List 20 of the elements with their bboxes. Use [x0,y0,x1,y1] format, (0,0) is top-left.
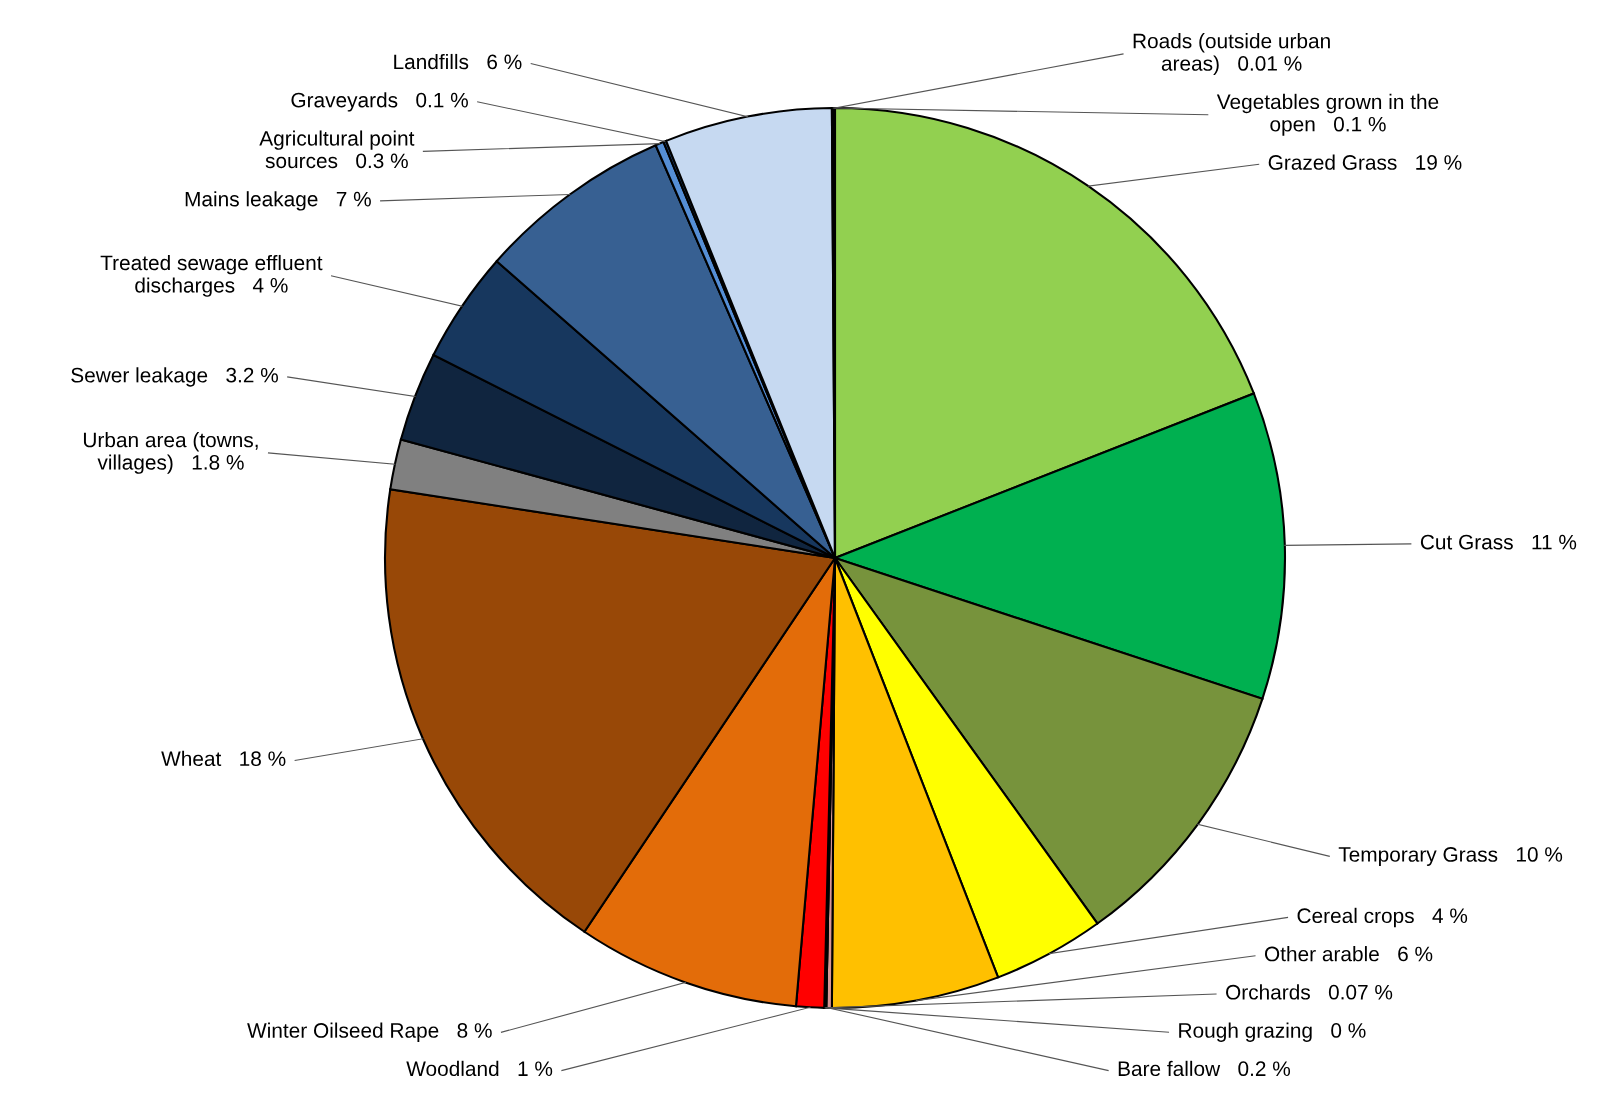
slice-label: Cut Grass 11 % [1420,534,1577,550]
slice-label: Agricultural point sources 0.3 % [259,130,415,169]
slice-label: Mains leakage 7 % [185,191,371,211]
slice-label: Temporary Grass 10 % [1338,847,1563,866]
slice-label: Landfills 6 % [394,53,522,70]
slice-label: Urban area (towns, villages) 1.8 % [83,432,258,474]
slice-label: Roads (outside urban areas) 0.01 % [1133,33,1330,75]
slice-label: Orchards 0.07 % [1226,984,1393,1000]
slice-label: Graveyards 0.1 % [291,92,468,112]
slice-label: Vegetables grown in the open 0.1 % [1216,93,1439,136]
slice-label: Treated sewage effluent discharges 4 % [100,254,323,297]
category-label: Rough grazing 0 % [1179,1022,1366,1042]
slice-label: Other arable 6 % [1264,946,1433,962]
slice-label: Sewer leakage 3.2 % [71,367,278,387]
slice-label: Woodland 1 % [406,1060,553,1077]
slice-label: Grazed Grass 19 % [1268,154,1462,170]
slice-label: Bare fallow 0.2 % [1118,1060,1291,1077]
slice-label: Winter Oilseed Rape 8 % [247,1022,492,1042]
slice-label: Wheat 18 % [161,750,286,767]
slice-label: Cereal crops 4 % [1297,907,1468,928]
